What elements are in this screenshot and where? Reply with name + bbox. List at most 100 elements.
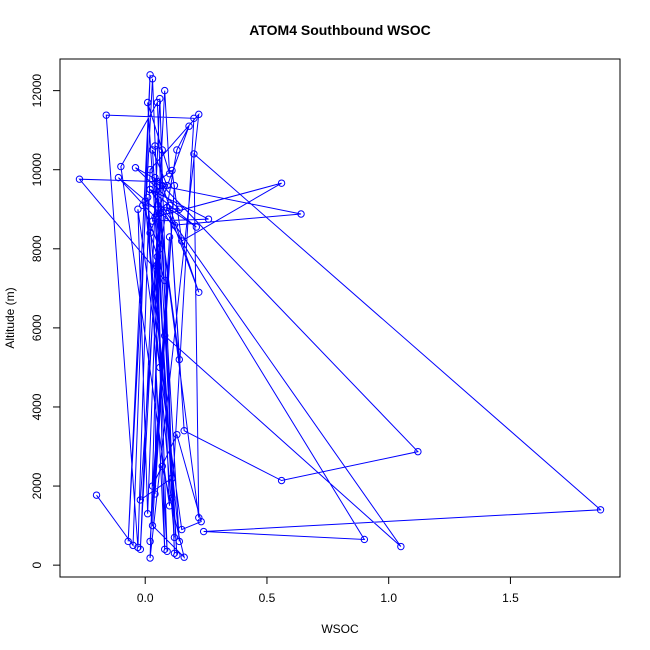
data-point	[148, 521, 157, 530]
y-tick-label: 8000	[30, 235, 44, 262]
data-point	[173, 146, 181, 154]
data-point	[139, 201, 147, 210]
data-point	[148, 75, 157, 83]
data-point	[596, 506, 605, 514]
data-point	[143, 193, 152, 202]
data-point	[124, 537, 132, 546]
data-point	[170, 181, 179, 190]
data-point	[414, 447, 422, 456]
data-point	[165, 233, 174, 241]
data-point	[146, 71, 154, 79]
data-point	[129, 541, 137, 550]
y-axis: 0 2000 4000 6000 8000 10000 12000	[30, 74, 61, 568]
data-point	[199, 527, 208, 536]
data-point	[158, 146, 166, 154]
data-point	[165, 201, 174, 210]
data-point	[195, 288, 203, 296]
data-point	[141, 197, 149, 206]
data-point	[151, 490, 159, 498]
data-point	[192, 223, 201, 231]
data-point	[146, 166, 154, 174]
data-point	[173, 430, 181, 439]
data-point	[170, 549, 179, 557]
data-point	[195, 110, 203, 119]
series-line	[78, 74, 602, 559]
data-point	[197, 517, 205, 526]
data-point	[156, 245, 164, 253]
data-point	[153, 98, 162, 107]
data-point	[175, 355, 184, 364]
data-point	[163, 547, 171, 555]
data-point	[195, 513, 203, 522]
data-point	[136, 496, 145, 504]
data-point	[146, 229, 154, 237]
data-point	[134, 543, 142, 552]
data-point	[156, 209, 164, 217]
data-point	[148, 217, 157, 225]
data-point	[143, 510, 152, 518]
data-point	[190, 150, 198, 158]
y-tick-label: 10000	[30, 153, 44, 187]
data-point	[156, 363, 164, 372]
data-point	[178, 525, 186, 534]
data-point	[134, 205, 142, 213]
data-point	[136, 545, 145, 554]
data-point	[146, 537, 154, 546]
data-point	[277, 476, 286, 485]
data-point	[156, 94, 164, 103]
data-point	[161, 332, 169, 340]
data-point	[168, 474, 176, 482]
y-tick-label: 4000	[30, 393, 44, 420]
data-point	[146, 185, 154, 194]
y-tick-label: 6000	[30, 314, 44, 341]
data-point	[148, 482, 157, 490]
data-point	[175, 205, 184, 213]
data-point	[170, 221, 179, 229]
data-point	[163, 203, 171, 211]
data-point	[175, 537, 184, 546]
x-tick-label: 0.0	[137, 591, 154, 605]
data-point	[277, 179, 286, 187]
data-point	[297, 210, 305, 218]
data-point	[92, 491, 101, 499]
data-point	[148, 146, 157, 154]
data-point	[151, 173, 159, 182]
x-axis-label: WSOC	[321, 622, 359, 636]
y-tick-label: 12000	[30, 74, 44, 108]
data-point	[143, 98, 152, 107]
x-axis: 0.0 0.5 1.0 1.5	[137, 576, 519, 605]
data-point	[397, 542, 405, 551]
series-layer	[75, 71, 605, 562]
data-point	[180, 426, 188, 435]
y-axis-label: Altitude (m)	[3, 287, 17, 348]
data-point	[102, 111, 110, 119]
chart-title: ATOM4 Southbound WSOC	[249, 22, 430, 38]
data-point	[153, 253, 162, 261]
data-point	[178, 237, 186, 245]
data-point	[168, 166, 176, 175]
data-point	[114, 173, 123, 182]
data-point	[153, 260, 162, 269]
data-point	[151, 213, 159, 221]
data-point	[151, 142, 159, 150]
data-point	[185, 122, 193, 130]
data-point	[163, 181, 171, 190]
data-point	[170, 533, 179, 542]
data-point	[161, 276, 169, 285]
x-tick-label: 1.0	[380, 591, 397, 605]
data-point	[204, 215, 213, 223]
data-point	[360, 535, 369, 544]
data-point	[131, 164, 140, 172]
x-tick-label: 1.5	[502, 591, 519, 605]
data-point	[180, 553, 188, 561]
data-point	[173, 551, 181, 559]
data-point	[153, 177, 162, 186]
data-point	[165, 502, 174, 510]
data-point	[146, 554, 154, 562]
data-point	[161, 86, 169, 95]
data-point	[161, 545, 169, 554]
data-point	[117, 162, 125, 171]
